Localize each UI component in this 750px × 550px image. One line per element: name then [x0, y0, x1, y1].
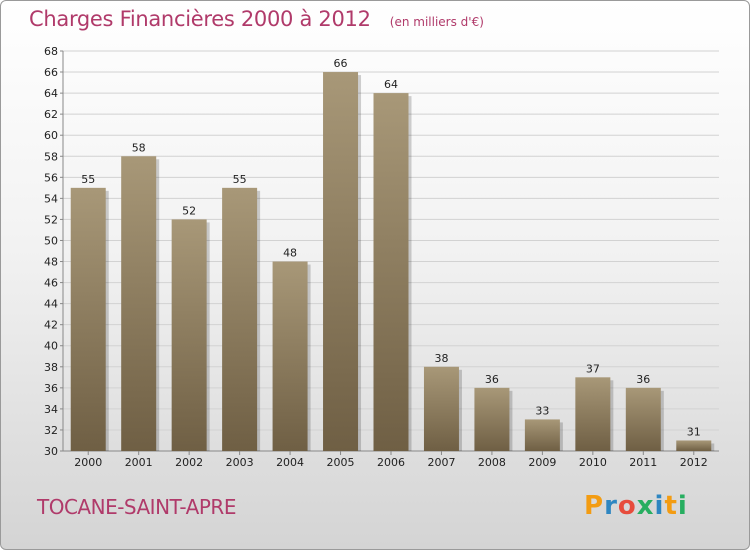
value-label: 48 — [283, 247, 297, 260]
y-tick-label: 32 — [44, 424, 58, 437]
y-tick-label: 66 — [44, 66, 58, 79]
value-label: 66 — [334, 57, 348, 70]
value-label: 55 — [81, 173, 95, 186]
logo-letter: t — [664, 491, 678, 521]
logo-letter: i — [677, 491, 688, 521]
value-label: 36 — [485, 373, 499, 386]
y-tick-label: 38 — [44, 361, 58, 374]
y-tick-label: 58 — [44, 150, 58, 163]
chart-subtitle: (en milliers d'€) — [389, 15, 484, 29]
y-tick-label: 52 — [44, 213, 58, 226]
y-tick-label: 42 — [44, 319, 58, 332]
x-tick-label: 2006 — [377, 456, 405, 469]
x-tick-label: 2007 — [427, 456, 455, 469]
value-label: 55 — [233, 173, 247, 186]
x-tick-label: 2010 — [579, 456, 607, 469]
y-tick-label: 68 — [44, 45, 58, 58]
x-tick-label: 2012 — [680, 456, 708, 469]
bar-2011[interactable] — [625, 387, 661, 451]
title-row: Charges Financières 2000 à 2012 (en mill… — [29, 7, 484, 31]
bar-2009[interactable] — [524, 419, 560, 451]
y-tick-label: 36 — [44, 382, 58, 395]
labels: 30 32 34 36 38 40 42 44 46 48 50 52 54 56 58 60 62 64 66 68… — [44, 45, 708, 469]
x-tick-label: 2005 — [327, 456, 355, 469]
y-tick-label: 50 — [44, 234, 58, 247]
proxiti-logo[interactable]: Proxiti — [584, 491, 688, 521]
logo-letter: r — [604, 491, 618, 521]
bars — [70, 72, 715, 452]
value-label: 36 — [636, 373, 650, 386]
bar-2002[interactable] — [171, 219, 207, 451]
value-label: 58 — [132, 141, 146, 154]
logo-letter: P — [584, 491, 605, 521]
bar-2012[interactable] — [676, 440, 712, 451]
y-tick-label: 34 — [44, 403, 58, 416]
logo-letter: x — [636, 491, 655, 521]
bar-2005[interactable] — [323, 72, 359, 451]
logo-letter: o — [617, 491, 637, 521]
value-label: 38 — [434, 352, 448, 365]
bar-2008[interactable] — [474, 387, 510, 451]
value-label: 31 — [687, 425, 701, 438]
bar-2004[interactable] — [272, 261, 308, 451]
value-label: 37 — [586, 362, 600, 375]
y-tick-label: 30 — [44, 445, 58, 458]
bar-2001[interactable] — [121, 156, 157, 451]
x-tick-label: 2003 — [226, 456, 254, 469]
x-tick-label: 2008 — [478, 456, 506, 469]
x-tick-label: 2002 — [175, 456, 203, 469]
bar-2007[interactable] — [423, 366, 459, 451]
bar-2006[interactable] — [373, 93, 409, 452]
x-tick-label: 2009 — [528, 456, 556, 469]
y-tick-label: 62 — [44, 108, 58, 121]
value-label: 52 — [182, 204, 196, 217]
x-tick-label: 2011 — [629, 456, 657, 469]
y-tick-label: 40 — [44, 340, 58, 353]
x-tick-label: 2001 — [125, 456, 153, 469]
logo-letter: i — [654, 491, 665, 521]
y-tick-label: 54 — [44, 192, 58, 205]
x-tick-label: 2004 — [276, 456, 304, 469]
y-tick-label: 60 — [44, 129, 58, 142]
x-tick-label: 2000 — [74, 456, 102, 469]
bar-2010[interactable] — [575, 377, 611, 451]
bar-2003[interactable] — [222, 187, 258, 451]
place-name: TOCANE-SAINT-APRE — [37, 495, 236, 519]
y-tick-label: 64 — [44, 87, 58, 100]
y-tick-label: 46 — [44, 277, 58, 290]
y-tick-label: 44 — [44, 298, 58, 311]
bar-2000[interactable] — [70, 187, 106, 451]
chart-title: Charges Financières 2000 à 2012 — [29, 7, 371, 31]
value-label: 33 — [535, 404, 549, 417]
y-tick-label: 48 — [44, 256, 58, 269]
value-label: 64 — [384, 78, 398, 91]
y-tick-label: 56 — [44, 171, 58, 184]
